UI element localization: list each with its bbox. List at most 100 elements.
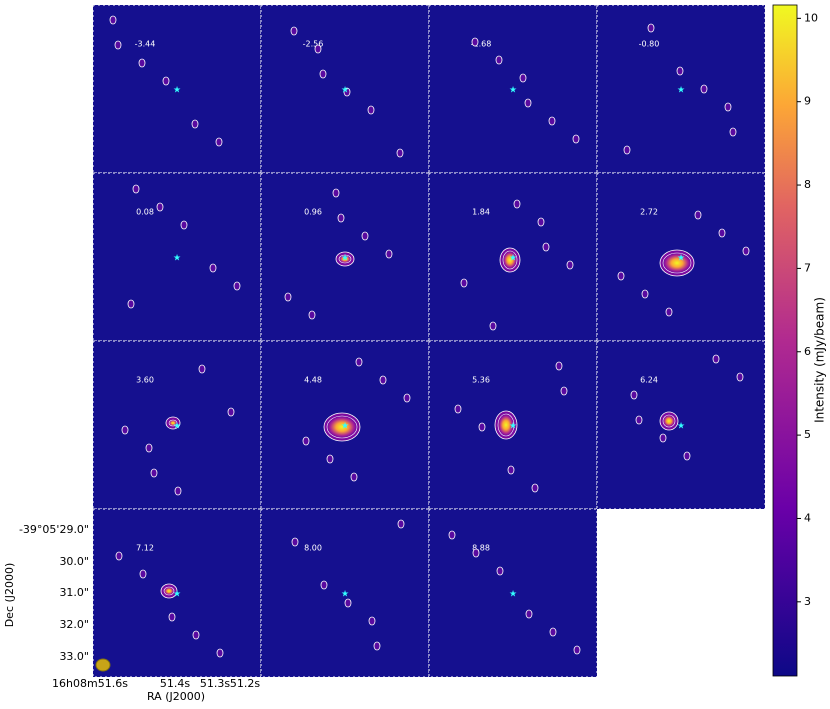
noise-contour: [361, 231, 369, 241]
emission-core: [662, 414, 676, 428]
noise-contour: [566, 260, 574, 270]
emission-core: [326, 415, 358, 439]
y-tick-label: -39°05'29.0": [19, 523, 89, 536]
noise-contour: [448, 530, 456, 540]
y-tick-label: 30.0": [59, 555, 89, 568]
noise-contour: [343, 87, 351, 97]
noise-contour: [549, 627, 557, 637]
noise-contour: [724, 102, 732, 112]
y-tick-label: 31.0": [59, 586, 89, 599]
panel: [92, 4, 262, 174]
colorbar-tick-label: 9: [804, 95, 811, 108]
source-star: ★: [677, 86, 685, 96]
noise-contour: [109, 15, 117, 25]
noise-contour: [350, 472, 358, 482]
noise-contour: [507, 465, 515, 475]
noise-contour: [718, 228, 726, 238]
source-star: ★: [341, 590, 349, 600]
x-tick-label: 16h08m51.6s: [52, 677, 128, 690]
noise-contour: [495, 55, 503, 65]
emission-core: [338, 254, 352, 264]
velocity-label: -0.80: [639, 40, 660, 49]
noise-contour: [355, 357, 363, 367]
noise-contour: [216, 648, 224, 658]
velocity-label: 4.48: [304, 376, 322, 385]
noise-contour: [560, 386, 568, 396]
noise-contour: [308, 310, 316, 320]
source-star: ★: [173, 254, 181, 264]
noise-contour: [519, 73, 527, 83]
noise-contour: [641, 289, 649, 299]
noise-contour: [162, 76, 170, 86]
noise-contour: [513, 199, 521, 209]
source-star: ★: [509, 590, 517, 600]
noise-contour: [379, 375, 387, 385]
colorbar-tick-label: 5: [804, 428, 811, 441]
noise-contour: [192, 630, 200, 640]
panels: -3.44 ★ -2.56 ★ -1.68 ★ -0.80 ★ 0.08 ★ 0.96 ★ 1.84 ★ 2…: [92, 4, 766, 678]
noise-contour: [114, 40, 122, 50]
noise-contour: [344, 598, 352, 608]
noise-contour: [712, 354, 720, 364]
noise-contour: [209, 263, 217, 273]
noise-contour: [337, 213, 345, 223]
noise-contour: [478, 422, 486, 432]
x-tick-label: 51.4s: [160, 677, 190, 690]
panel: [428, 508, 598, 678]
velocity-label: 8.88: [472, 544, 490, 553]
noise-contour: [659, 433, 667, 443]
noise-contour: [683, 451, 691, 461]
noise-contour: [139, 569, 147, 579]
noise-contour: [489, 321, 497, 331]
x-tick-label: 51.2s: [230, 677, 260, 690]
panel: [260, 508, 430, 678]
noise-contour: [326, 454, 334, 464]
colorbar-tick-label: 3: [804, 595, 811, 608]
noise-contour: [573, 645, 581, 655]
noise-contour: [454, 404, 462, 414]
source-star: ★: [341, 254, 349, 264]
noise-contour: [742, 246, 750, 256]
noise-contour: [332, 188, 340, 198]
source-star: ★: [341, 422, 349, 432]
emission-core: [662, 252, 692, 274]
source-star: ★: [173, 86, 181, 96]
panel: [596, 340, 766, 510]
velocity-label: -1.68: [471, 40, 492, 49]
noise-contour: [385, 249, 393, 259]
emission-core: [497, 413, 515, 437]
noise-contour: [676, 66, 684, 76]
colorbar-tick-label: 4: [804, 511, 811, 524]
noise-contour: [617, 271, 625, 281]
noise-contour: [555, 361, 563, 371]
source-star: ★: [677, 254, 685, 264]
noise-contour: [736, 372, 744, 382]
colorbar-label: Intensity (mJy/beam): [813, 297, 827, 423]
colorbar-tick-label: 10: [804, 11, 818, 24]
noise-contour: [320, 580, 328, 590]
noise-contour: [138, 58, 146, 68]
source-star: ★: [509, 86, 517, 96]
noise-contour: [665, 307, 673, 317]
source-star: ★: [173, 590, 181, 600]
noise-contour: [290, 26, 298, 36]
noise-contour: [471, 37, 479, 47]
noise-contour: [630, 390, 638, 400]
noise-contour: [460, 278, 468, 288]
velocity-label: 6.24: [640, 376, 658, 385]
noise-contour: [233, 281, 241, 291]
velocity-label: 0.08: [136, 208, 154, 217]
noise-contour: [472, 548, 480, 558]
noise-contour: [537, 217, 545, 227]
source-star: ★: [173, 422, 181, 432]
beam: [95, 658, 111, 672]
colorbar-tick-label: 6: [804, 345, 811, 358]
noise-contour: [302, 436, 310, 446]
noise-contour: [572, 134, 580, 144]
velocity-label: 7.12: [136, 544, 154, 553]
noise-contour: [150, 468, 158, 478]
y-axis-label: Dec (J2000): [3, 563, 16, 628]
noise-contour: [531, 483, 539, 493]
colorbar-tick-label: 8: [804, 178, 811, 191]
noise-contour: [548, 116, 556, 126]
